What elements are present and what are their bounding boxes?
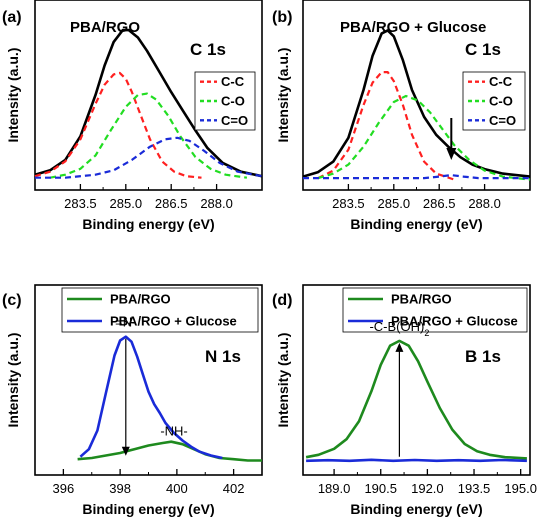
panel-label: (b) (272, 9, 292, 26)
peak-label: -NH- (160, 424, 187, 439)
legend-entry: C-O (221, 94, 245, 109)
x-tick-label: 283.5 (64, 196, 97, 211)
panel-label: (c) (2, 292, 22, 309)
core-level-annotation: N 1s (205, 347, 241, 366)
series-line-c-o (35, 136, 263, 179)
y-axis-label: Intensity (a.u.) (5, 333, 21, 428)
series-line-envelope (302, 29, 531, 178)
x-tick-label: 286.5 (423, 196, 456, 211)
x-tick-label: 400 (166, 481, 188, 496)
x-tick-label: 283.5 (332, 196, 365, 211)
legend-entry: PBA/RGO + Glucose (110, 314, 237, 329)
y-axis-label: Intensity (a.u.) (275, 48, 291, 143)
peak-label: =N- (115, 315, 136, 330)
x-tick-label: 285.0 (378, 196, 411, 211)
x-axis-label: Binding energy (eV) (82, 216, 214, 232)
legend-entry: PBA/RGO (391, 292, 452, 307)
x-axis-label: Binding energy (eV) (82, 501, 214, 517)
panel-label: (a) (2, 9, 22, 26)
core-level-annotation: C 1s (190, 40, 226, 59)
panel-label: (d) (272, 292, 292, 309)
legend-box (342, 287, 528, 333)
x-tick-label: 286.5 (155, 196, 188, 211)
arrow-head (121, 446, 130, 456)
legend-entry: PBA/RGO + Glucose (391, 314, 518, 329)
x-tick-label: 192.0 (411, 481, 444, 496)
series-line-pba-rgo (305, 339, 527, 460)
legend-box (61, 287, 259, 333)
peak-label: -C-B(OH)2 (369, 319, 429, 338)
x-tick-label: 190.5 (364, 481, 397, 496)
legend-entry: C=O (489, 113, 516, 128)
panel-title: PBA/RGO + Glucose (340, 19, 486, 36)
x-axis-label: Binding energy (eV) (350, 501, 482, 517)
series-line-c-c (34, 71, 202, 179)
series-line-pba-rgo-glucose (79, 335, 223, 460)
series-line-pba-rgo-glucose (306, 458, 527, 463)
x-tick-label: 189.0 (318, 481, 351, 496)
x-tick-label: 288.0 (468, 196, 501, 211)
series-line-c-o (49, 92, 248, 179)
chart-panel-1: 283.5 285.0 286.5 288.0 Binding energy (eV) I… (2, 0, 263, 232)
x-tick-label: 402 (223, 481, 245, 496)
x-axis-label: Binding energy (eV) (350, 216, 482, 232)
series-line-envelope (34, 28, 263, 178)
legend-box (194, 71, 256, 131)
plot-frame (302, 284, 531, 476)
legend-entry: C-C (221, 74, 245, 89)
panel-title: PBA/RGO (70, 19, 140, 36)
legend-entry: C=O (221, 113, 248, 128)
x-tick-label: 193.5 (458, 481, 491, 496)
core-level-annotation: C 1s (465, 40, 501, 59)
series-line-c-o (303, 174, 530, 180)
y-axis-label: Intensity (a.u.) (5, 48, 21, 143)
series-line-c-o (317, 94, 531, 181)
legend-entry: C-O (489, 94, 513, 109)
series-line-c-c (317, 70, 455, 181)
x-tick-label: 285.0 (110, 196, 143, 211)
arrow-head (446, 148, 457, 160)
legend-entry: C-C (489, 74, 513, 89)
series-line-pba-rgo (77, 440, 262, 462)
x-tick-label: 398 (109, 481, 131, 496)
chart-panel-4: 189.0 190.5 192.0 193.5 195.0 Binding energy … (272, 284, 537, 517)
legend-box (462, 71, 526, 131)
chart-panel-2: 283.5 285.0 286.5 288.0 Binding energy (eV) I… (272, 0, 531, 232)
chart-panel-3: 396 398 400 402 Binding energy (eV) Intensity… (2, 284, 263, 517)
x-tick-label: 195.0 (504, 481, 537, 496)
x-tick-label: 288.0 (200, 196, 233, 211)
arrow-head (395, 342, 404, 352)
x-tick-label: 396 (53, 481, 75, 496)
y-axis-label: Intensity (a.u.) (275, 333, 291, 428)
core-level-annotation: B 1s (465, 347, 501, 366)
legend-entry: PBA/RGO (110, 292, 171, 307)
